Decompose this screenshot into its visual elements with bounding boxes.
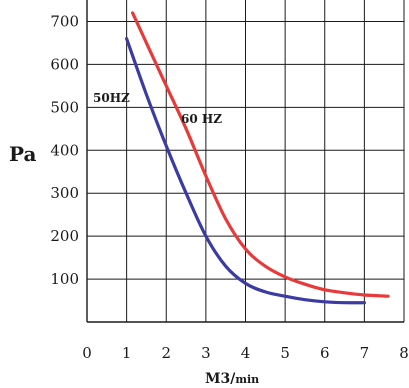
x-axis-label: M3/min [205,371,259,387]
series-label-60hz: 60 HZ [181,112,222,126]
x-tick-labels: 0 1 2 3 4 5 6 7 8 [82,344,409,362]
x-tick-label: 0 [82,344,92,362]
y-tick-label: 700 [50,12,79,30]
x-tick-label: 3 [201,344,211,362]
y-tick-labels: 100 200 300 400 500 600 700 [50,12,79,288]
x-tick-label: 5 [280,344,290,362]
y-tick-label: 600 [50,55,79,73]
x-axis-label-main: M3/ [205,371,236,387]
y-axis-label: Pa [9,142,37,166]
x-tick-label: 8 [399,344,409,362]
y-tick-label: 100 [50,270,79,288]
y-tick-label: 200 [50,227,79,245]
x-tick-label: 4 [241,344,251,362]
x-tick-label: 2 [161,344,171,362]
grid [87,0,405,322]
y-tick-label: 500 [50,98,79,116]
series-label-50hz: 50HZ [93,91,130,105]
x-tick-label: 7 [360,344,370,362]
y-tick-label: 400 [50,141,79,159]
x-tick-label: 6 [320,344,330,362]
x-tick-label: 1 [122,344,132,362]
series-line-60hz [131,11,390,298]
series-line-50hz [125,37,366,305]
x-axis-label-unit: min [235,373,259,386]
y-tick-label: 300 [50,184,79,202]
axes [86,0,404,323]
series-lines [125,11,390,305]
